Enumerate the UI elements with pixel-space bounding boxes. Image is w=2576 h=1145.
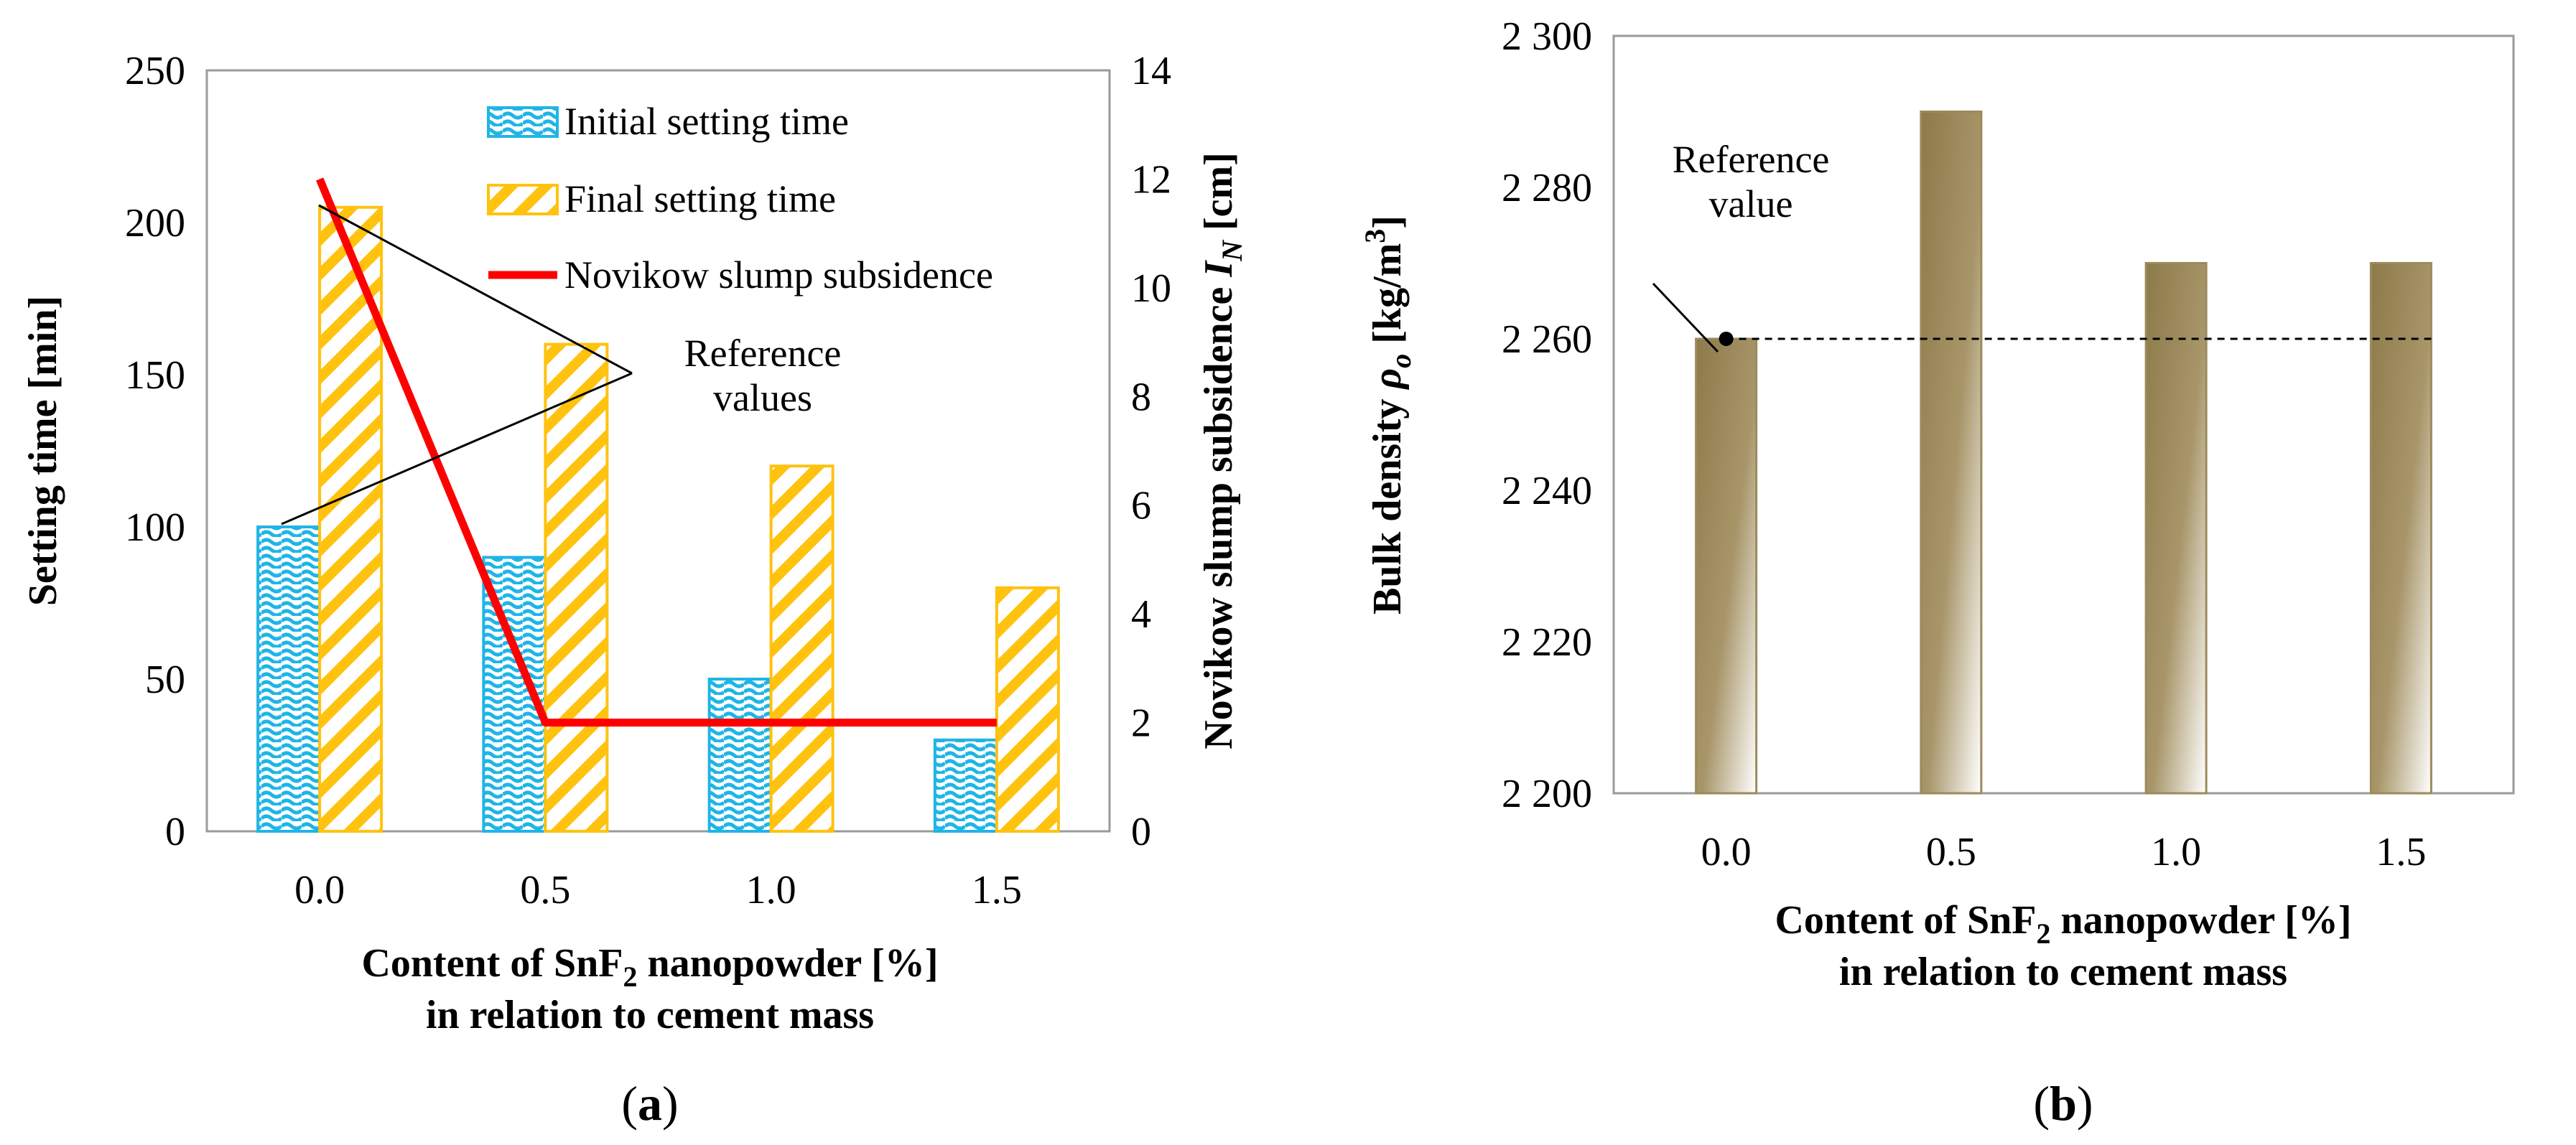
left-tick-label-b: 2 200 — [1502, 772, 1592, 816]
right-tick-label: 10 — [1131, 266, 1171, 311]
legend-a: Initial setting time Final setting time … — [487, 100, 993, 296]
panel-label-b: (b) — [2033, 1076, 2093, 1131]
annotation-b-line2: value — [1709, 182, 1793, 225]
bar-initial-setting — [256, 525, 322, 833]
plot-area-b — [1612, 34, 2515, 795]
x-axis-title-b-line1: Content of SnF2 nanopowder [%] — [1775, 898, 2351, 950]
bars-a — [256, 205, 1060, 833]
annotation-leader-1 — [318, 204, 633, 375]
bar-bulk-density — [1695, 337, 1758, 795]
annotation-text-line1: Reference — [684, 332, 842, 375]
annotation-b-line1: Reference — [1673, 138, 1830, 181]
bar-final-setting — [769, 464, 834, 833]
x-tick-label-b: 1.5 — [2376, 830, 2426, 874]
legend-label-line: Novikow slump subsidence — [564, 253, 993, 296]
bar-final-setting — [544, 342, 609, 833]
left-tick-label-b: 2 260 — [1502, 317, 1592, 362]
bar-final-setting — [995, 586, 1060, 833]
bar-bulk-density — [2144, 262, 2208, 795]
left-tick-label: 50 — [145, 658, 185, 702]
y-axis-title-a: Setting time [min] — [21, 296, 65, 606]
x-tick-label: 1.5 — [972, 868, 1022, 912]
x-tick-label: 0.5 — [520, 868, 570, 912]
left-tick-label-b: 2 300 — [1502, 14, 1592, 59]
x-tick-label: 0.0 — [294, 868, 345, 912]
legend-label-final: Final setting time — [564, 177, 836, 220]
left-tick-label-b: 2 280 — [1502, 166, 1592, 210]
right-tick-label: 6 — [1131, 484, 1151, 528]
legend-label-initial: Initial setting time — [564, 100, 849, 143]
left-tick-label-b: 2 220 — [1502, 620, 1592, 665]
annotation-leader-2 — [281, 372, 633, 525]
plot-area-a — [205, 69, 1111, 833]
chart-b: 2 200 2 220 2 240 2 260 2 280 2 300 Reference… — [1359, 14, 2515, 1131]
left-tick-label: 250 — [125, 49, 185, 93]
y-axis-title-b: Bulk density ρo [kg/m3] — [1359, 215, 1417, 614]
annotation-leader-b — [1652, 282, 1719, 353]
x-axis-ticks-a: 0.0 0.5 1.0 1.5 — [294, 868, 1022, 912]
right-tick-label: 0 — [1131, 810, 1151, 854]
x-axis-title-b-line2: in relation to cement mass — [1839, 950, 2287, 994]
left-tick-label: 200 — [125, 201, 185, 246]
right-tick-label: 8 — [1131, 375, 1151, 419]
panel-label-a: (a) — [621, 1076, 678, 1131]
legend-swatch-final — [487, 184, 559, 215]
y2-axis-title-a: Novikow slump subsidence IN [cm] — [1196, 152, 1248, 749]
x-tick-label-b: 1.0 — [2151, 830, 2201, 874]
bars-b — [1695, 111, 2432, 795]
left-tick-label: 0 — [165, 810, 185, 854]
legend-swatch-initial — [487, 106, 559, 138]
right-tick-label: 12 — [1131, 157, 1171, 202]
x-axis-title-a-line2: in relation to cement mass — [426, 993, 874, 1037]
left-tick-label: 100 — [125, 505, 185, 550]
right-tick-label: 14 — [1131, 49, 1171, 93]
x-tick-label-b: 0.5 — [1926, 830, 1976, 874]
x-axis-ticks-b: 0.0 0.5 1.0 1.5 — [1701, 830, 2427, 874]
x-tick-label: 1.0 — [746, 868, 796, 912]
x-axis-title-a-line1: Content of SnF2 nanopowder [%] — [361, 941, 938, 993]
left-tick-label-b: 2 240 — [1502, 469, 1592, 513]
novikow-line — [316, 177, 997, 727]
bar-bulk-density — [2369, 262, 2432, 795]
left-axis-ticks-b: 2 200 2 220 2 240 2 260 2 280 2 300 — [1502, 14, 1592, 816]
right-axis-ticks: 0 2 4 6 8 10 12 14 — [1131, 49, 1171, 854]
chart-a: 0 50 100 150 200 250 0 2 4 6 8 10 12 14 Reference va… — [21, 49, 1248, 1131]
bar-initial-setting — [707, 678, 773, 833]
bar-initial-setting — [933, 738, 998, 833]
right-tick-label: 4 — [1131, 592, 1151, 637]
bar-bulk-density — [1920, 111, 1983, 795]
reference-dot — [1719, 332, 1734, 346]
left-tick-label: 150 — [125, 353, 185, 398]
x-tick-label-b: 0.0 — [1701, 830, 1752, 874]
right-tick-label: 2 — [1131, 701, 1151, 746]
annotation-text-line2: values — [713, 376, 812, 419]
left-axis-ticks: 0 50 100 150 200 250 — [125, 49, 185, 854]
